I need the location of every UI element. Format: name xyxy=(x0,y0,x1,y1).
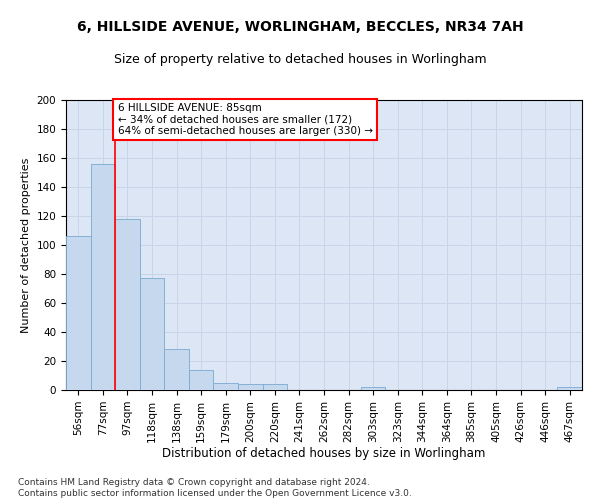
Y-axis label: Number of detached properties: Number of detached properties xyxy=(21,158,31,332)
Bar xyxy=(238,384,263,390)
Bar xyxy=(164,350,189,390)
Text: 6 HILLSIDE AVENUE: 85sqm
← 34% of detached houses are smaller (172)
64% of semi-: 6 HILLSIDE AVENUE: 85sqm ← 34% of detach… xyxy=(118,103,373,136)
Bar xyxy=(189,370,214,390)
Bar xyxy=(557,387,582,390)
Bar xyxy=(91,164,115,390)
Text: Contains HM Land Registry data © Crown copyright and database right 2024.
Contai: Contains HM Land Registry data © Crown c… xyxy=(18,478,412,498)
Text: 6, HILLSIDE AVENUE, WORLINGHAM, BECCLES, NR34 7AH: 6, HILLSIDE AVENUE, WORLINGHAM, BECCLES,… xyxy=(77,20,523,34)
Bar xyxy=(214,383,238,390)
Text: Size of property relative to detached houses in Worlingham: Size of property relative to detached ho… xyxy=(113,52,487,66)
Bar xyxy=(66,236,91,390)
Bar xyxy=(361,387,385,390)
Bar xyxy=(115,219,140,390)
Bar xyxy=(263,384,287,390)
Bar xyxy=(140,278,164,390)
X-axis label: Distribution of detached houses by size in Worlingham: Distribution of detached houses by size … xyxy=(163,448,485,460)
